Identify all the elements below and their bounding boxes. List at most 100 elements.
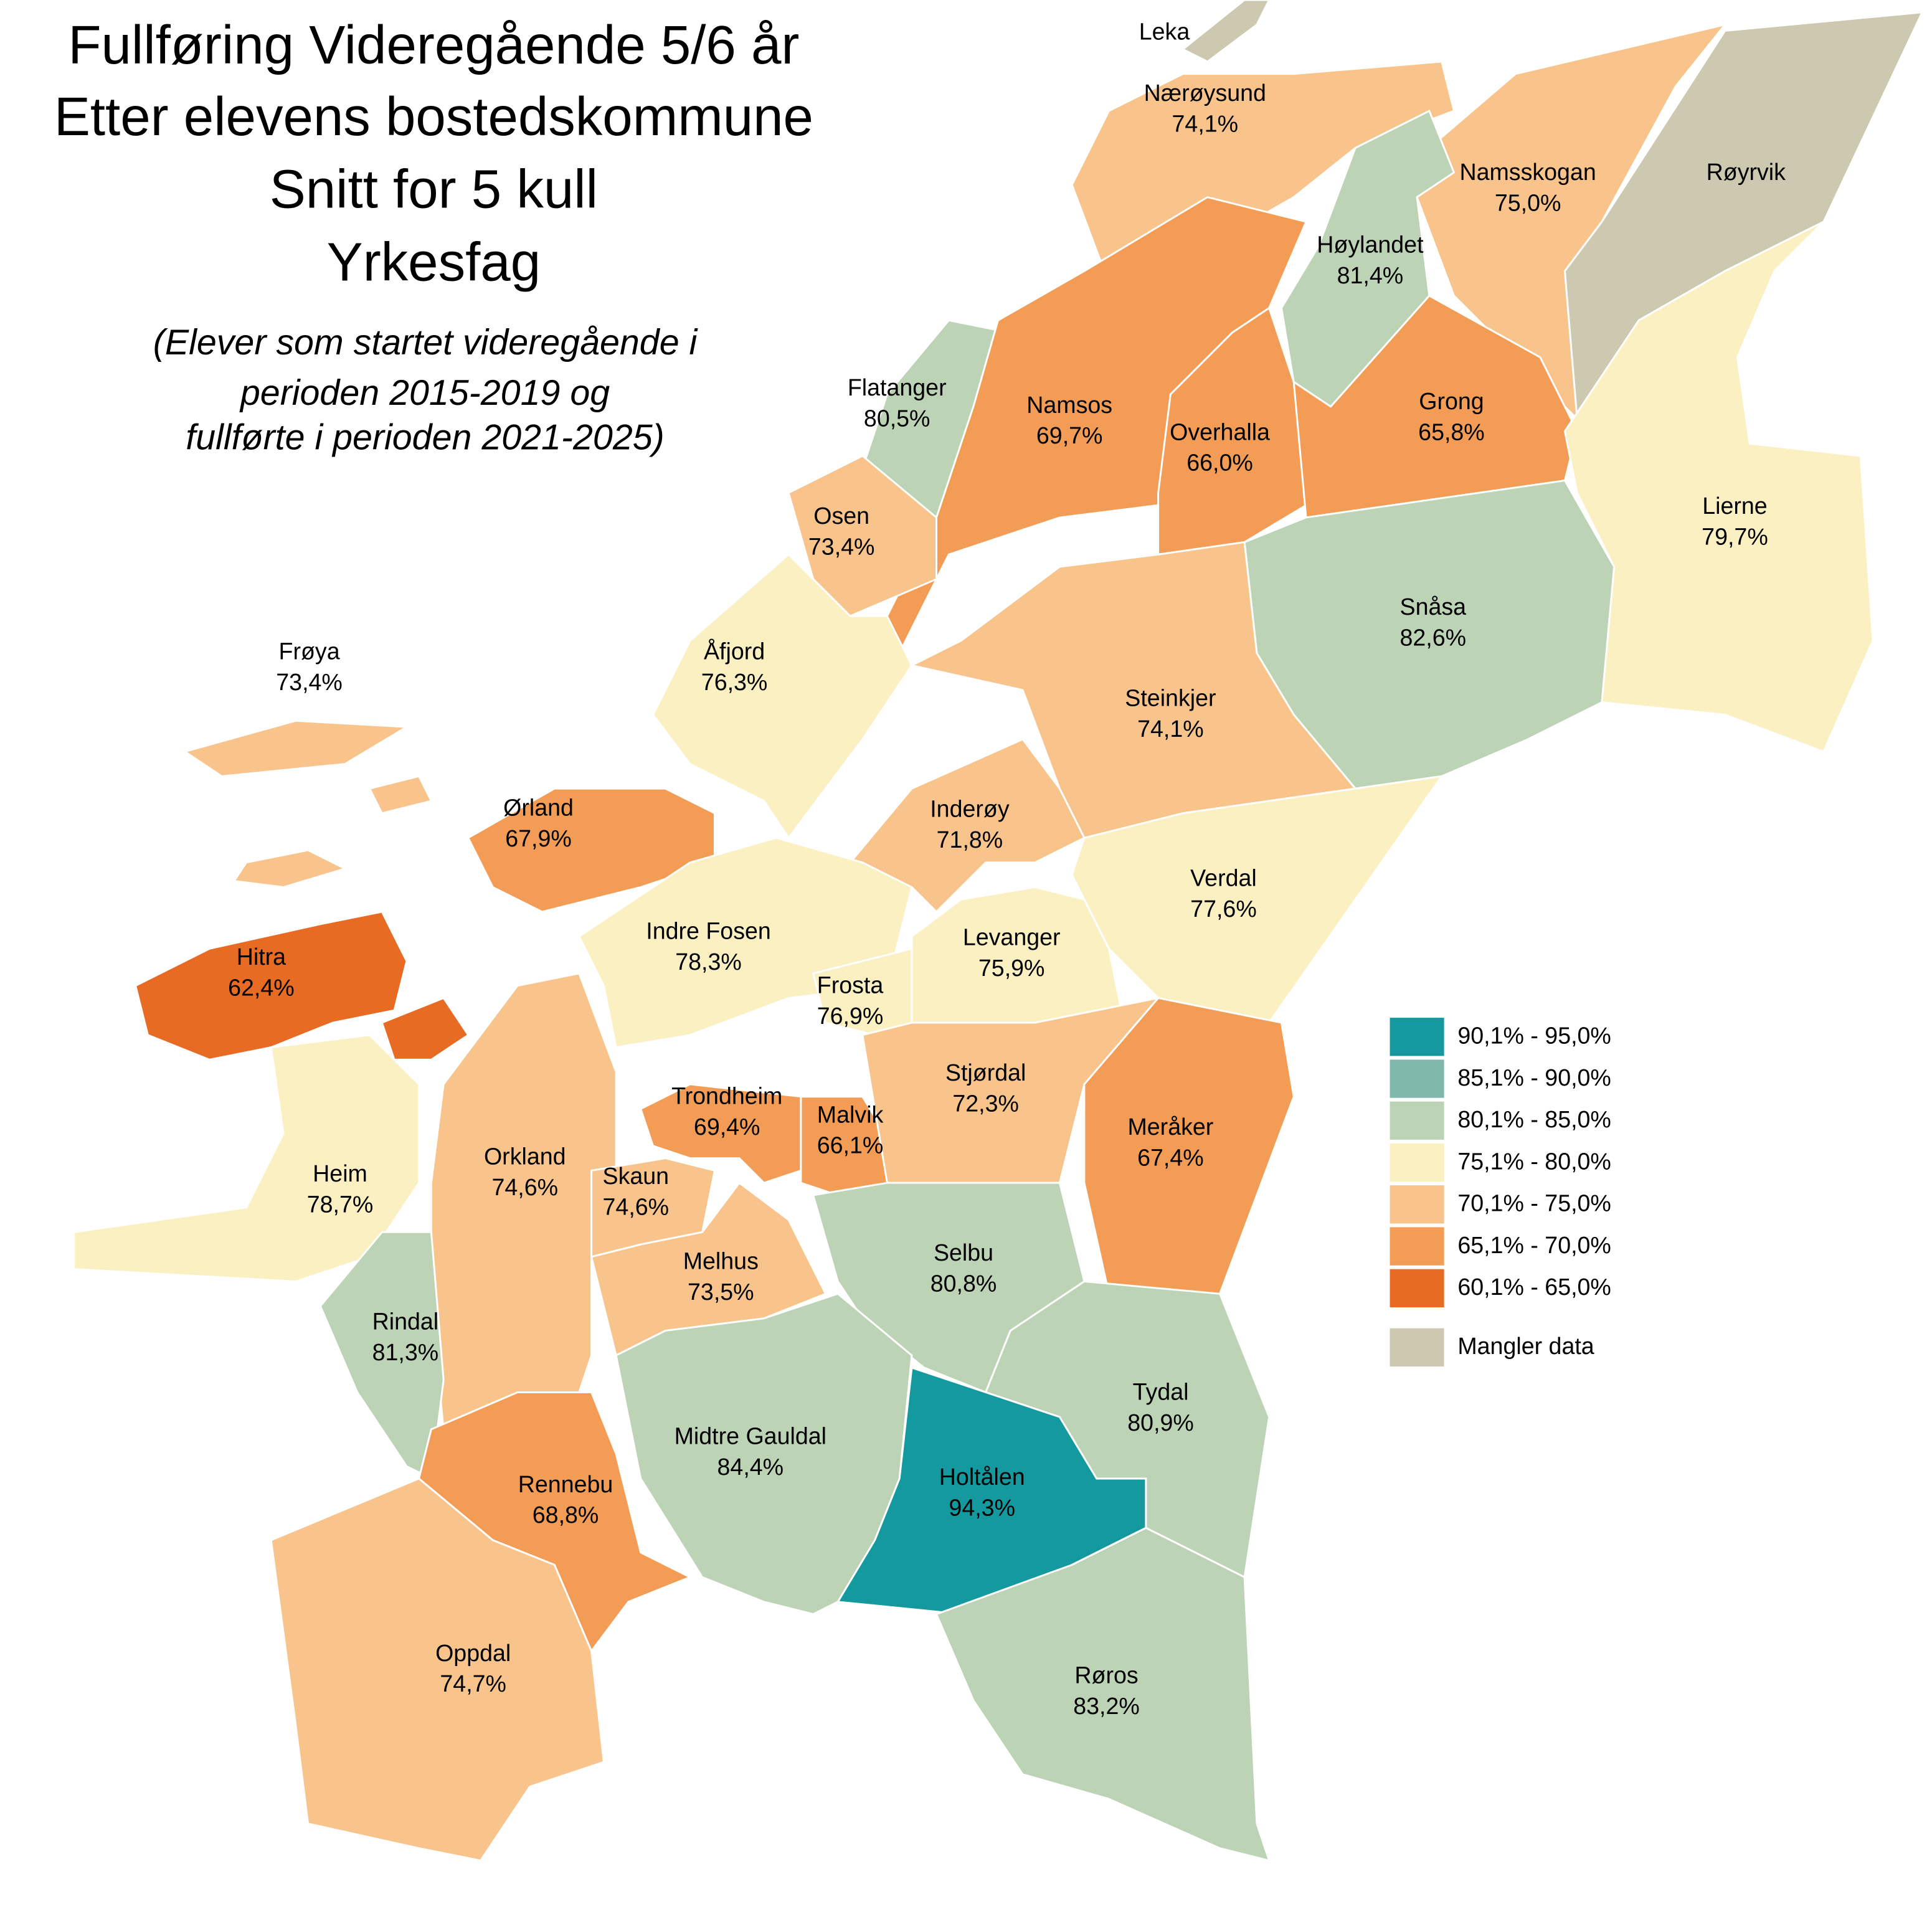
municipality [368,775,433,815]
municipality-value: 74,1% [1137,716,1204,742]
municipality-value: 69,4% [694,1114,760,1140]
municipality-name: Holtålen [939,1464,1025,1490]
municipality-name: Overhalla [1170,419,1270,445]
municipality [73,1034,420,1282]
municipality-value: 66,0% [1186,450,1253,476]
legend-label: 70,1% - 75,0% [1457,1190,1611,1216]
municipality [848,738,1086,914]
legend-label: 85,1% - 90,0% [1457,1064,1611,1091]
municipality-value: 80,5% [864,405,930,432]
municipality-value: 83,2% [1073,1693,1140,1719]
legend-swatch [1390,1018,1444,1056]
municipality-name: Steinkjer [1125,685,1216,711]
municipality [381,997,470,1061]
municipality [182,719,410,777]
municipality-name: Selbu [934,1239,993,1266]
municipality-value: 81,3% [372,1339,439,1365]
municipality-name: Hitra [237,944,286,970]
municipality-name: Levanger [963,924,1061,950]
municipality [270,1477,605,1862]
municipality-name: Frøya [278,638,339,664]
municipality-value: 69,7% [1036,422,1103,448]
municipality [1563,220,1874,753]
municipality-value: 80,8% [930,1270,997,1296]
municipality-name: Frosta [817,972,884,998]
municipality-value: 81,4% [1337,262,1404,288]
municipality-name: Røros [1074,1662,1138,1688]
legend-swatch [1390,1269,1444,1307]
municipality-value: 72,3% [952,1090,1019,1116]
municipality-name: Rennebu [518,1471,613,1497]
municipality-name: Høylandet [1317,232,1424,258]
municipality [232,849,348,888]
municipality-value: 66,1% [817,1132,884,1158]
legend-swatch [1390,1143,1444,1182]
municipality-name: Flatanger [848,374,947,400]
legend-label: Mangler data [1457,1333,1594,1359]
municipality-name: Namsos [1026,392,1112,418]
municipality-name: Røyrvik [1707,159,1786,185]
subtitle: perioden 2015-2019 og [239,373,610,413]
municipality [651,553,913,840]
municipality-value: 67,9% [505,825,572,851]
municipality-name: Tydal [1133,1378,1189,1404]
legend-swatch [1390,1227,1444,1266]
municipality-value: 78,3% [675,949,742,975]
municipality-name: Nærøysund [1144,80,1266,106]
legend-label: 80,1% - 85,0% [1457,1106,1611,1132]
municipality-value: 74,6% [603,1194,670,1220]
municipality-value: 68,8% [533,1502,599,1528]
map-content: Fullføring Videregående 5/6 år Etter ele… [54,0,1924,1862]
municipality-name: Trondheim [671,1083,782,1109]
municipality-value: 67,4% [1137,1145,1204,1171]
municipality-name: Stjørdal [945,1059,1026,1086]
municipality [1181,0,1271,63]
municipality [134,911,408,1061]
subtitle: (Elever som startet videregående i [153,323,699,362]
municipality-name: Inderøy [930,796,1010,822]
municipality-name: Indre Fosen [646,918,771,944]
municipality-name: Snåsa [1400,594,1467,620]
legend-label: 75,1% - 80,0% [1457,1148,1611,1174]
municipality-name: Ørland [503,795,574,821]
municipality [639,1083,802,1184]
legend-swatch [1390,1101,1444,1140]
municipality-value: 74,1% [1172,111,1239,137]
municipality-name: Verdal [1190,864,1257,891]
municipality-value: 74,6% [491,1174,558,1200]
municipality-name: Midtre Gauldal [675,1423,826,1449]
municipality-name: Lierne [1702,493,1767,519]
municipality-name: Heim [313,1160,367,1186]
municipality-name: Namsskogan [1459,159,1596,185]
municipality-value: 80,9% [1127,1409,1194,1436]
legend-swatch [1390,1328,1444,1366]
municipality-name: Rindal [372,1309,439,1335]
labels: Leka Nærøysund 74,1% Namsskogan 75,0% Røyrvik… [228,18,1786,1719]
municipality-value: 73,5% [688,1279,754,1305]
legend-label: 60,1% - 65,0% [1457,1274,1611,1300]
legend-label: 90,1% - 95,0% [1457,1023,1611,1049]
municipality-name: Oppdal [435,1640,511,1666]
title: Etter elevens bostedskommune [54,87,813,147]
municipality-value: 84,4% [717,1454,784,1480]
municipality-value: 65,8% [1418,419,1485,445]
municipality [935,1527,1271,1862]
shapes [73,0,1924,1862]
municipality-name: Osen [813,503,869,529]
municipality-value: 73,4% [276,669,343,695]
municipality-name: Meråker [1127,1114,1213,1140]
legend-swatch [1390,1185,1444,1224]
municipality-name: Malvik [817,1101,884,1127]
legend-label: 65,1% - 70,0% [1457,1232,1611,1258]
legend-swatch [1390,1059,1444,1098]
municipality-name: Leka [1139,18,1190,44]
municipality-value: 71,8% [937,826,1003,853]
municipality-name: Orkland [484,1144,566,1170]
municipality-value: 73,4% [808,533,875,559]
municipality-name: Melhus [683,1248,759,1274]
title: Snitt for 5 kull [270,159,598,220]
municipality-value: 82,6% [1400,625,1467,651]
municipality-value: 62,4% [228,975,295,1001]
municipality-value: 75,9% [978,955,1045,981]
